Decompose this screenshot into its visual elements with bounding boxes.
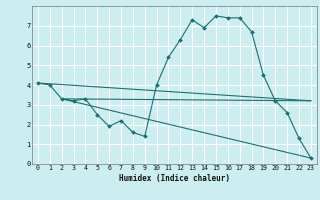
X-axis label: Humidex (Indice chaleur): Humidex (Indice chaleur) (119, 174, 230, 183)
